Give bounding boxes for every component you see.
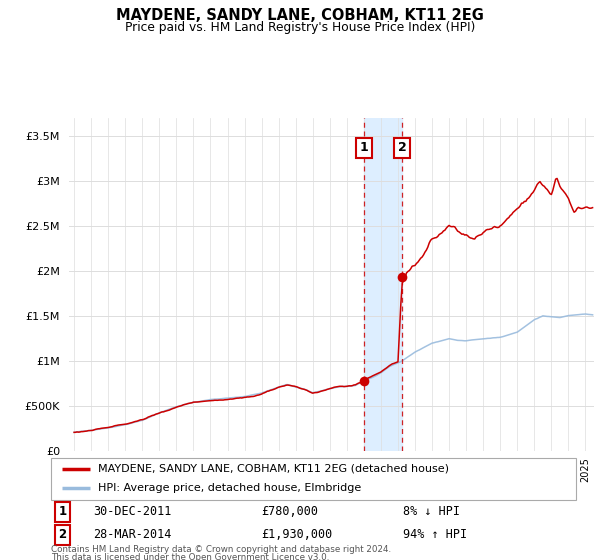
Text: MAYDENE, SANDY LANE, COBHAM, KT11 2EG: MAYDENE, SANDY LANE, COBHAM, KT11 2EG: [116, 8, 484, 24]
Text: 28-MAR-2014: 28-MAR-2014: [93, 529, 172, 542]
Text: HPI: Average price, detached house, Elmbridge: HPI: Average price, detached house, Elmb…: [98, 483, 361, 493]
Text: This data is licensed under the Open Government Licence v3.0.: This data is licensed under the Open Gov…: [51, 553, 329, 560]
Text: 1: 1: [58, 506, 67, 519]
Text: £1,930,000: £1,930,000: [261, 529, 332, 542]
Text: 8% ↓ HPI: 8% ↓ HPI: [403, 506, 460, 519]
Text: 30-DEC-2011: 30-DEC-2011: [93, 506, 172, 519]
Text: Price paid vs. HM Land Registry's House Price Index (HPI): Price paid vs. HM Land Registry's House …: [125, 21, 475, 34]
Text: Contains HM Land Registry data © Crown copyright and database right 2024.: Contains HM Land Registry data © Crown c…: [51, 545, 391, 554]
Text: 94% ↑ HPI: 94% ↑ HPI: [403, 529, 467, 542]
FancyBboxPatch shape: [51, 458, 576, 500]
Text: 1: 1: [359, 141, 368, 154]
Text: MAYDENE, SANDY LANE, COBHAM, KT11 2EG (detached house): MAYDENE, SANDY LANE, COBHAM, KT11 2EG (d…: [98, 464, 449, 474]
Text: 2: 2: [398, 141, 406, 154]
Bar: [364, 118, 402, 451]
Text: £780,000: £780,000: [261, 506, 318, 519]
Text: 2: 2: [58, 529, 67, 542]
